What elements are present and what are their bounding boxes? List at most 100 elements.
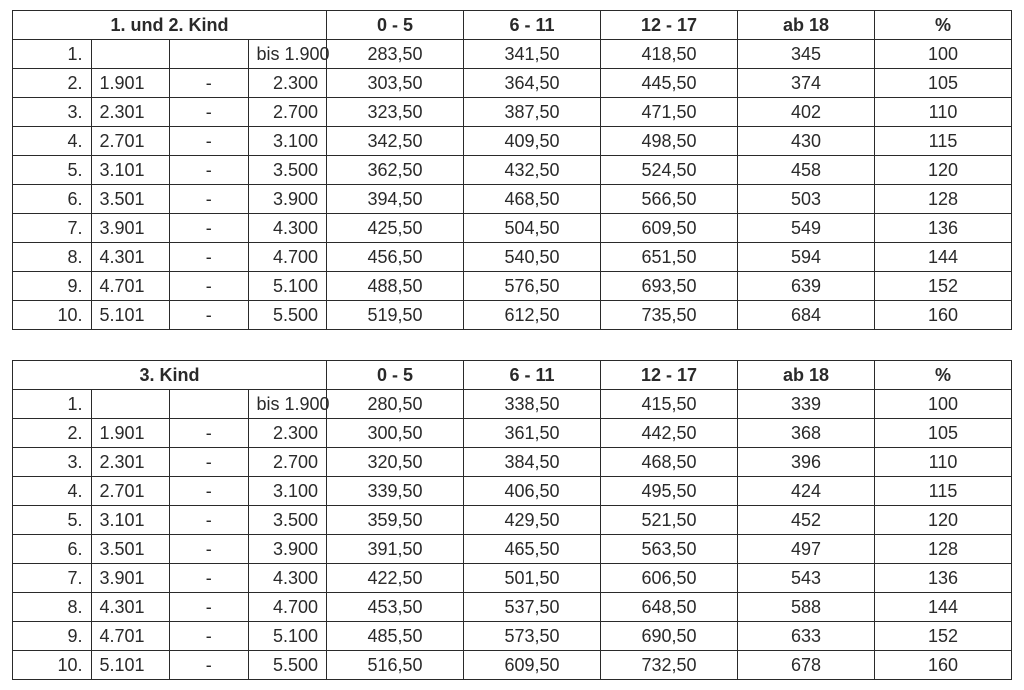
value-cell: 609,50	[601, 214, 738, 243]
col-header-age-0: 0 - 5	[327, 11, 464, 40]
row-index: 7.	[13, 564, 92, 593]
col-header-age-0: 0 - 5	[327, 361, 464, 390]
percent-cell: 120	[875, 156, 1012, 185]
value-cell: 690,50	[601, 622, 738, 651]
range-dash: -	[170, 448, 249, 477]
percent-cell: 128	[875, 535, 1012, 564]
value-cell: 303,50	[327, 69, 464, 98]
data-table-1: 3. Kind0 - 56 - 1112 - 17ab 18%1.bis 1.9…	[12, 360, 1012, 680]
range-low	[91, 390, 170, 419]
range-dash: -	[170, 593, 249, 622]
row-index: 5.	[13, 506, 92, 535]
value-cell: 732,50	[601, 651, 738, 680]
percent-cell: 152	[875, 272, 1012, 301]
value-cell: 519,50	[327, 301, 464, 330]
row-index: 1.	[13, 40, 92, 69]
col-header-percent: %	[875, 11, 1012, 40]
value-cell: 283,50	[327, 40, 464, 69]
range-dash: -	[170, 272, 249, 301]
value-cell: 503	[738, 185, 875, 214]
row-index: 3.	[13, 98, 92, 127]
range-high: 3.900	[248, 535, 327, 564]
row-index: 6.	[13, 185, 92, 214]
range-dash: -	[170, 651, 249, 680]
value-cell: 415,50	[601, 390, 738, 419]
value-cell: 594	[738, 243, 875, 272]
range-dash: -	[170, 622, 249, 651]
range-low: 4.701	[91, 272, 170, 301]
row-index: 5.	[13, 156, 92, 185]
table-header-row: 1. und 2. Kind0 - 56 - 1112 - 17ab 18%	[13, 11, 1012, 40]
value-cell: 394,50	[327, 185, 464, 214]
range-dash: -	[170, 535, 249, 564]
value-cell: 422,50	[327, 564, 464, 593]
range-high: 2.300	[248, 419, 327, 448]
value-cell: 573,50	[464, 622, 601, 651]
range-low: 4.301	[91, 593, 170, 622]
table-row: 8.4.301-4.700453,50537,50648,50588144	[13, 593, 1012, 622]
range-dash: -	[170, 301, 249, 330]
table-row: 3.2.301-2.700320,50384,50468,50396110	[13, 448, 1012, 477]
range-low: 3.501	[91, 535, 170, 564]
table-row: 7.3.901-4.300425,50504,50609,50549136	[13, 214, 1012, 243]
row-index: 4.	[13, 127, 92, 156]
value-cell: 521,50	[601, 506, 738, 535]
value-cell: 485,50	[327, 622, 464, 651]
table-title: 1. und 2. Kind	[13, 11, 327, 40]
value-cell: 442,50	[601, 419, 738, 448]
row-index: 1.	[13, 390, 92, 419]
value-cell: 516,50	[327, 651, 464, 680]
value-cell: 341,50	[464, 40, 601, 69]
value-cell: 488,50	[327, 272, 464, 301]
value-cell: 280,50	[327, 390, 464, 419]
row-index: 3.	[13, 448, 92, 477]
range-high: 2.300	[248, 69, 327, 98]
table-row: 1.bis 1.900280,50338,50415,50339100	[13, 390, 1012, 419]
value-cell: 651,50	[601, 243, 738, 272]
range-low: 1.901	[91, 69, 170, 98]
value-cell: 612,50	[464, 301, 601, 330]
range-dash: -	[170, 98, 249, 127]
value-cell: 445,50	[601, 69, 738, 98]
percent-cell: 160	[875, 651, 1012, 680]
value-cell: 338,50	[464, 390, 601, 419]
value-cell: 396	[738, 448, 875, 477]
range-high: 4.300	[248, 214, 327, 243]
range-dash: -	[170, 214, 249, 243]
col-header-age-1: 6 - 11	[464, 361, 601, 390]
range-high: bis 1.900	[248, 390, 327, 419]
value-cell: 458	[738, 156, 875, 185]
range-high: bis 1.900	[248, 40, 327, 69]
percent-cell: 115	[875, 477, 1012, 506]
range-dash: -	[170, 69, 249, 98]
value-cell: 504,50	[464, 214, 601, 243]
percent-cell: 105	[875, 69, 1012, 98]
percent-cell: 110	[875, 98, 1012, 127]
range-dash	[170, 40, 249, 69]
value-cell: 588	[738, 593, 875, 622]
range-low: 2.701	[91, 477, 170, 506]
percent-cell: 100	[875, 40, 1012, 69]
range-high: 4.700	[248, 243, 327, 272]
row-index: 7.	[13, 214, 92, 243]
value-cell: 684	[738, 301, 875, 330]
range-dash: -	[170, 506, 249, 535]
value-cell: 639	[738, 272, 875, 301]
value-cell: 563,50	[601, 535, 738, 564]
value-cell: 495,50	[601, 477, 738, 506]
table-row: 9.4.701-5.100485,50573,50690,50633152	[13, 622, 1012, 651]
range-low: 4.701	[91, 622, 170, 651]
value-cell: 406,50	[464, 477, 601, 506]
value-cell: 345	[738, 40, 875, 69]
value-cell: 465,50	[464, 535, 601, 564]
value-cell: 452	[738, 506, 875, 535]
value-cell: 566,50	[601, 185, 738, 214]
value-cell: 368	[738, 419, 875, 448]
range-high: 3.100	[248, 127, 327, 156]
range-high: 3.900	[248, 185, 327, 214]
value-cell: 339,50	[327, 477, 464, 506]
value-cell: 648,50	[601, 593, 738, 622]
value-cell: 540,50	[464, 243, 601, 272]
value-cell: 425,50	[327, 214, 464, 243]
col-header-age-1: 6 - 11	[464, 11, 601, 40]
